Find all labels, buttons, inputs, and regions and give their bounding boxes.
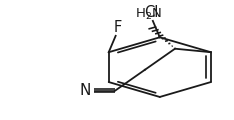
Text: N: N bbox=[79, 83, 91, 98]
Text: F: F bbox=[114, 20, 122, 35]
Text: H$_2$N: H$_2$N bbox=[135, 7, 162, 22]
Text: Cl: Cl bbox=[145, 5, 159, 20]
